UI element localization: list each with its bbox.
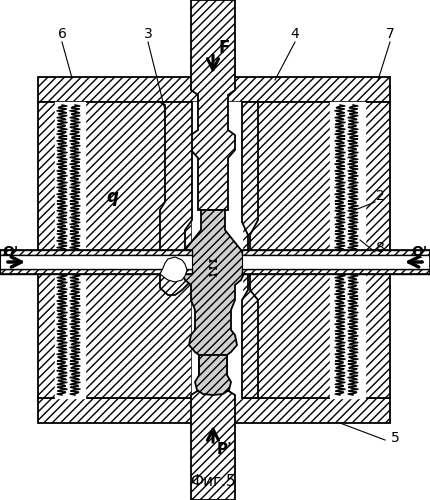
Text: P': P' <box>217 442 233 456</box>
Bar <box>0 269 192 274</box>
Bar <box>38 398 390 423</box>
Polygon shape <box>195 355 231 395</box>
Bar <box>242 102 390 398</box>
Polygon shape <box>330 102 365 398</box>
Polygon shape <box>178 210 248 355</box>
Text: 5: 5 <box>390 431 399 445</box>
Polygon shape <box>242 102 258 398</box>
Text: 2: 2 <box>376 189 384 203</box>
Bar <box>0 250 192 255</box>
Polygon shape <box>191 355 235 500</box>
Text: F: F <box>218 39 229 57</box>
Bar <box>38 102 192 398</box>
Polygon shape <box>55 102 85 398</box>
Bar <box>242 255 430 269</box>
Bar <box>0 255 192 269</box>
Bar <box>242 250 430 255</box>
Bar <box>242 269 430 274</box>
Text: 8: 8 <box>375 241 384 255</box>
Text: Фиг.5: Фиг.5 <box>190 474 236 490</box>
Text: 7: 7 <box>386 27 394 41</box>
Text: 4: 4 <box>291 27 299 41</box>
Text: Q': Q' <box>412 245 428 259</box>
Polygon shape <box>160 257 187 282</box>
Polygon shape <box>160 102 192 295</box>
Polygon shape <box>192 102 242 398</box>
Text: 6: 6 <box>58 27 67 41</box>
Polygon shape <box>191 0 235 210</box>
Text: 3: 3 <box>144 27 152 41</box>
Bar <box>192 102 242 398</box>
Bar <box>38 77 390 102</box>
Text: Q': Q' <box>2 245 18 259</box>
Text: q: q <box>106 188 118 206</box>
